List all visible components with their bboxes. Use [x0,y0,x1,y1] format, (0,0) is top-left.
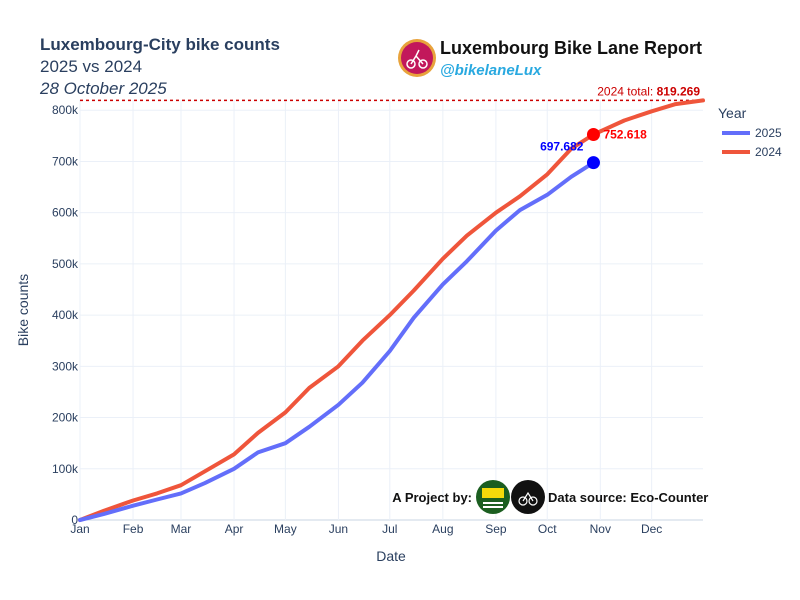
reference-label-value: 819.269 [657,84,701,98]
x-tick-label: Sep [485,522,507,536]
x-tick-label: Nov [590,522,611,536]
x-axis: Jan Feb Mar Apr May Jun Jul Aug Sep Oct Nov Dec [70,522,662,536]
y-axis-title: Bike counts [15,274,31,346]
series-line-2025 [78,160,596,522]
x-tick-label: Mar [171,522,192,536]
y-tick-label: 400k [52,308,79,322]
y-tick-label: 300k [52,359,79,373]
y-tick-label: 600k [52,206,79,220]
chart-subtitle: 2025 vs 2024 [40,57,142,76]
chart-title: Luxembourg-City bike counts [40,35,280,54]
x-axis-title: Date [376,548,406,564]
reference-label: 2024 total: 819.269 [597,84,700,98]
legend-label-2025: 2025 [755,126,782,140]
legend-label-2024: 2024 [755,145,782,159]
x-tick-label: Feb [123,522,144,536]
y-tick-label: 0 [71,513,78,527]
cyclist-logo-icon [398,39,436,77]
x-tick-label: Jun [329,522,348,536]
legend-title: Year [718,105,747,121]
x-tick-label: Dec [641,522,662,536]
urban-justice-logo-icon [476,480,510,514]
project-label: A Project by: [392,490,472,505]
series-line-2024 [78,98,705,522]
x-tick-label: May [274,522,297,536]
y-tick-label: 700k [52,154,79,168]
siggy-logo-icon [511,480,545,514]
legend: Year 2025 2024 [718,105,782,159]
reference-label-prefix: 2024 total: [597,84,656,98]
y-tick-label: 100k [52,462,79,476]
y-tick-label: 800k [52,103,79,117]
x-tick-label: Jul [382,522,397,536]
brand-name: Luxembourg Bike Lane Report [440,38,702,58]
x-tick-label: Oct [538,522,557,536]
x-tick-label: Jan [70,522,89,536]
grid-lines [79,100,703,521]
y-tick-label: 200k [52,411,79,425]
data-source-label: Data source: Eco-Counter [548,490,708,505]
x-tick-label: Apr [225,522,244,536]
x-tick-label: Aug [432,522,453,536]
data-label-2024: 752.618 [603,128,647,142]
end-marker-2025 [586,156,600,170]
brand-handle: @bikelaneLux [440,62,542,79]
series-lines [78,98,705,522]
end-markers: 697.682 752.618 [540,128,647,170]
y-tick-label: 500k [52,257,79,271]
data-label-2025: 697.682 [540,140,584,154]
y-axis: 0 100k 200k 300k 400k 500k 600k 700k 800k [52,103,79,527]
end-marker-2024 [586,128,600,142]
chart-date: 28 October 2025 [39,79,167,98]
